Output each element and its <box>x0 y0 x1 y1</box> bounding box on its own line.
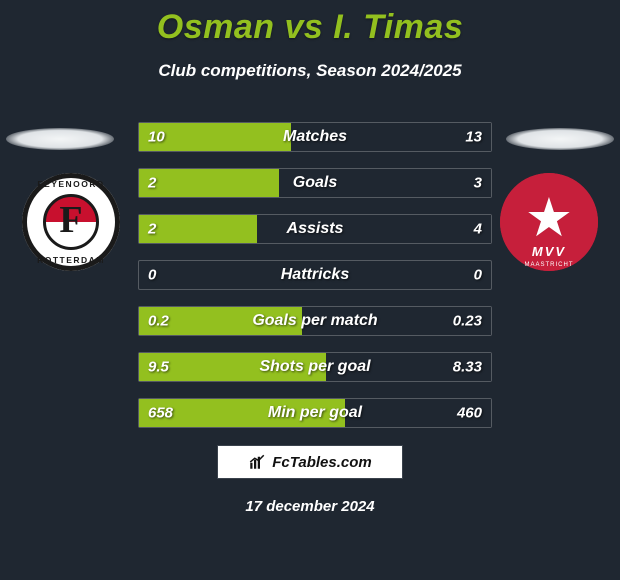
stat-row: 23Goals <box>138 168 492 198</box>
team-left-letter: F <box>59 198 82 242</box>
stat-label: Matches <box>139 128 491 146</box>
stat-label: Assists <box>139 220 491 238</box>
stat-label: Goals per match <box>139 312 491 330</box>
stat-row: 9.58.33Shots per goal <box>138 352 492 382</box>
source-label: FcTables.com <box>272 454 371 471</box>
stat-row: 24Assists <box>138 214 492 244</box>
stat-row: 658460Min per goal <box>138 398 492 428</box>
shadow-right <box>506 128 614 150</box>
stat-row: 0.20.23Goals per match <box>138 306 492 336</box>
page-title: Osman vs I. Timas <box>0 0 620 47</box>
date-label: 17 december 2024 <box>0 498 620 515</box>
stat-label: Shots per goal <box>139 358 491 376</box>
shadow-left <box>6 128 114 150</box>
star-icon: ★ <box>525 191 573 245</box>
stat-label: Min per goal <box>139 404 491 422</box>
team-right-label: MVV <box>500 244 598 259</box>
stat-label: Goals <box>139 174 491 192</box>
stat-row: 00Hattricks <box>138 260 492 290</box>
source-badge: FcTables.com <box>217 445 403 479</box>
team-left-logo: FEYENOORD F ROTTERDAM <box>22 173 120 271</box>
team-right-sub: MAASTRICHT <box>500 262 598 268</box>
comparison-chart: 1013Matches 23Goals 24Assists 00Hattricks 0.… <box>138 122 492 444</box>
subtitle: Club competitions, Season 2024/2025 <box>0 61 620 81</box>
stat-label: Hattricks <box>139 266 491 284</box>
team-left-ring-top: FEYENOORD <box>27 179 115 189</box>
chart-icon <box>248 453 266 471</box>
team-right-logo: ★ MVV MAASTRICHT <box>500 173 598 271</box>
stat-row: 1013Matches <box>138 122 492 152</box>
team-left-ring-bottom: ROTTERDAM <box>27 255 115 265</box>
